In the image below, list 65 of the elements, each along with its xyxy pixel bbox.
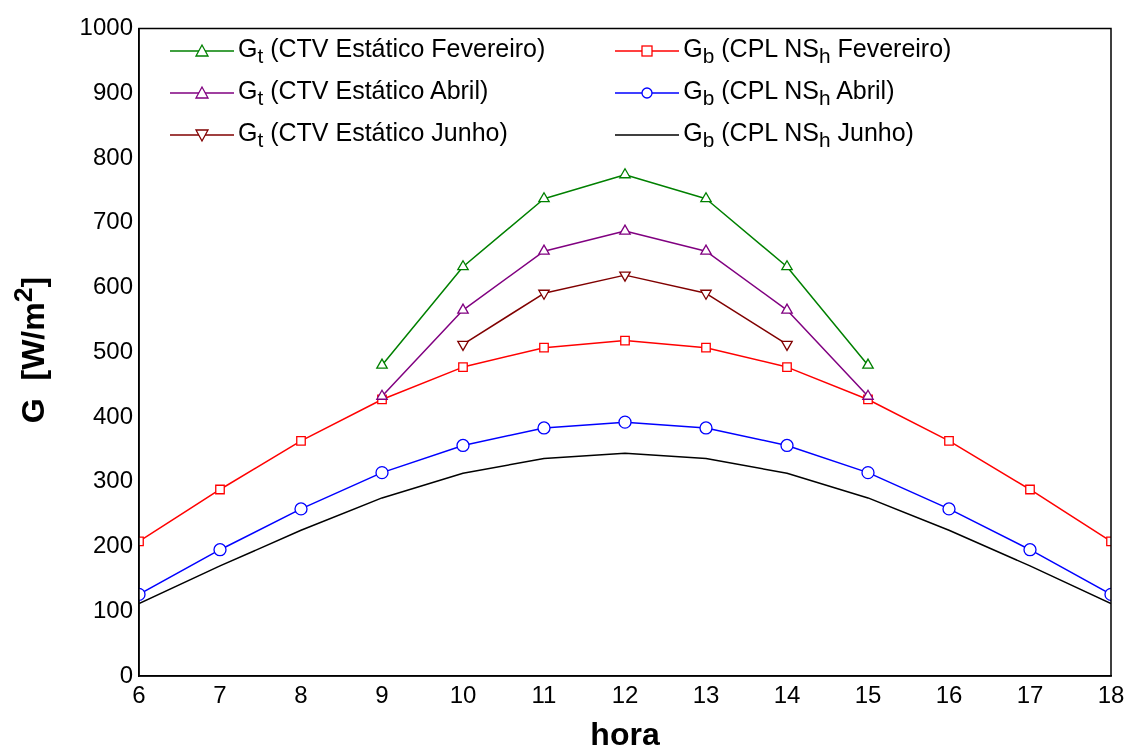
- y-tick-label: 300: [92, 466, 133, 494]
- x-tick-label: 8: [294, 681, 308, 709]
- x-axis-title: hora: [589, 716, 661, 752]
- point: [618, 415, 632, 429]
- point: [375, 466, 389, 480]
- x-tick-label: 6: [132, 681, 146, 709]
- x-tick-label: 12: [611, 681, 639, 709]
- y-tick-label: 800: [92, 142, 133, 170]
- legend-label: G$_{t}$ (CTV Estático Abril): [238, 76, 489, 110]
- point: [213, 543, 227, 557]
- point: [781, 303, 793, 314]
- point: [457, 260, 469, 271]
- point: [619, 224, 631, 235]
- point: [861, 466, 875, 480]
- legend-label: G$_{b}$ (CPL NS$_{h}$ Abril): [683, 76, 895, 110]
- point: [294, 502, 308, 516]
- point: [458, 362, 468, 372]
- y-tick-label: 1000: [79, 13, 133, 41]
- point: [538, 192, 550, 203]
- x-tick-label: 15: [854, 681, 882, 709]
- point: [781, 260, 793, 271]
- point: [780, 438, 794, 453]
- y-tick-label: 600: [92, 272, 133, 300]
- point: [215, 484, 225, 495]
- legend-label: G$_{b}$ (CPL NS$_{h}$ Fevereiro): [683, 34, 952, 68]
- point: [699, 421, 713, 435]
- y-tick-label: 100: [92, 595, 133, 623]
- point: [538, 244, 550, 255]
- point: [1025, 484, 1035, 495]
- point: [296, 436, 306, 446]
- point: [619, 168, 631, 179]
- point: [539, 342, 549, 353]
- y-tick-label: 700: [92, 207, 133, 235]
- point: [942, 502, 956, 516]
- point: [700, 244, 712, 255]
- x-tick-label: 14: [773, 681, 801, 709]
- y-tick-label: 400: [92, 401, 133, 429]
- x-tick-label: 18: [1097, 681, 1125, 709]
- point: [537, 421, 551, 435]
- y-tick-label: 0: [119, 660, 133, 688]
- point: [376, 389, 388, 400]
- point: [862, 358, 874, 369]
- y-tick-label: 500: [92, 336, 133, 364]
- x-tick-label: 13: [692, 681, 720, 709]
- x-tick-label: 11: [531, 681, 557, 709]
- legend-label: G$_{b}$ (CPL NS$_{h}$ Junho): [683, 118, 914, 152]
- y-tick-label: 900: [92, 77, 133, 105]
- y-tick-label: 200: [92, 531, 133, 559]
- point: [1023, 543, 1037, 557]
- point: [620, 335, 630, 346]
- point: [701, 342, 711, 353]
- x-tick-label: 16: [935, 681, 963, 709]
- point: [456, 438, 470, 453]
- point: [376, 358, 388, 369]
- point: [944, 436, 954, 446]
- point: [862, 389, 874, 400]
- point: [782, 362, 792, 372]
- point: [700, 192, 712, 203]
- x-tick-label: 7: [213, 681, 227, 709]
- x-tick-label: 10: [449, 681, 477, 709]
- legend-label: G$_{t}$ (CTV Estático Junho): [238, 118, 508, 152]
- x-tick-label: 9: [375, 681, 389, 709]
- x-tick-label: 17: [1016, 681, 1044, 709]
- point: [457, 303, 469, 314]
- legend-label: G$_{t}$ (CTV Estático Fevereiro): [238, 34, 546, 68]
